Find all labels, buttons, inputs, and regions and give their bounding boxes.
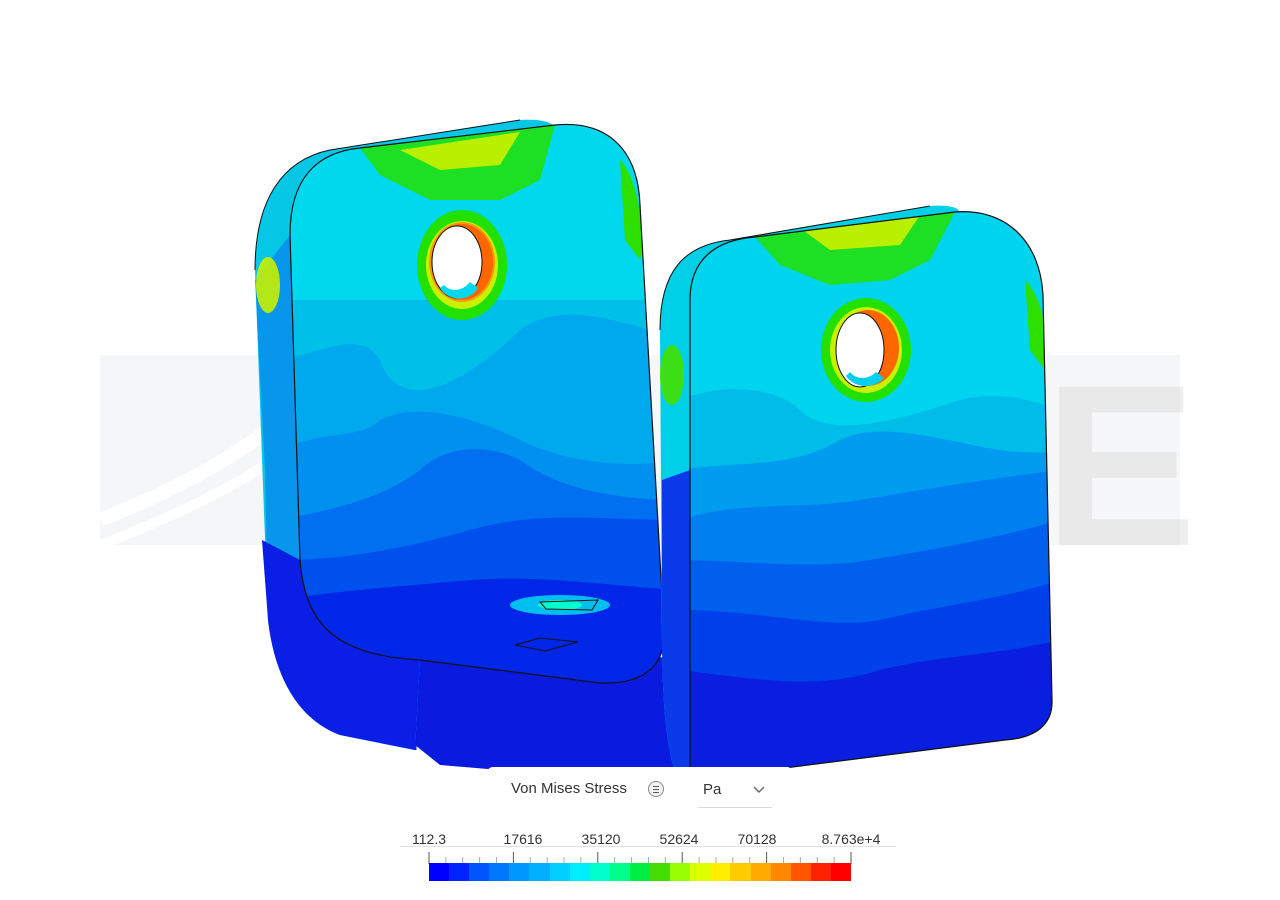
- list-info-icon[interactable]: [648, 781, 664, 797]
- legend-color-swatch: [489, 863, 510, 881]
- unit-value: Pa: [703, 781, 722, 798]
- unit-select[interactable]: Pa: [698, 774, 772, 808]
- legend-color-swatch: [449, 863, 470, 881]
- legend-color-swatch: [710, 863, 731, 881]
- legend-color-swatch: [549, 863, 570, 881]
- legend-title: Von Mises Stress: [511, 780, 627, 797]
- right-plate-face: [690, 211, 1053, 780]
- left-plate-side: [255, 119, 560, 751]
- result-legend-panel: [487, 767, 793, 817]
- legend-color-swatch: [609, 863, 630, 881]
- legend-tick-marks: [428, 852, 852, 864]
- legend-color-swatch: [569, 863, 590, 881]
- legend-tick-label: 112.3: [412, 831, 446, 847]
- legend-color-swatch: [830, 863, 851, 881]
- legend-color-swatch: [509, 863, 530, 881]
- legend-color-swatch: [810, 863, 831, 881]
- legend-tick-label: 8.763e+4: [821, 831, 881, 847]
- legend-tick-label: 52624: [659, 831, 699, 847]
- legend-color-swatch: [650, 863, 671, 881]
- legend-color-swatch: [469, 863, 490, 881]
- legend-color-swatch: [429, 863, 450, 881]
- legend-color-swatch: [750, 863, 771, 881]
- legend-color-swatch: [790, 863, 811, 881]
- legend-divider: [400, 846, 896, 847]
- legend-color-swatch: [629, 863, 651, 881]
- chevron-down-icon: [753, 786, 765, 793]
- left-pin-hole[interactable]: [431, 224, 493, 300]
- legend-color-swatch: [730, 863, 751, 881]
- legend-color-swatch: [589, 863, 610, 881]
- legend-tick-label: 17616: [503, 831, 543, 847]
- legend-color-bar: [429, 863, 851, 881]
- right-plate[interactable]: [659, 200, 1060, 790]
- right-pin-hole[interactable]: [835, 310, 899, 388]
- legend-tick-label: 35120: [581, 831, 621, 847]
- legend-color-swatch: [670, 863, 691, 881]
- legend-color-swatch: [690, 863, 711, 881]
- left-plate[interactable]: [254, 110, 680, 751]
- left-plate-face: [290, 124, 665, 684]
- legend-color-swatch: [770, 863, 791, 881]
- legend-color-swatch: [529, 863, 550, 881]
- legend-tick-label: 70128: [737, 831, 777, 847]
